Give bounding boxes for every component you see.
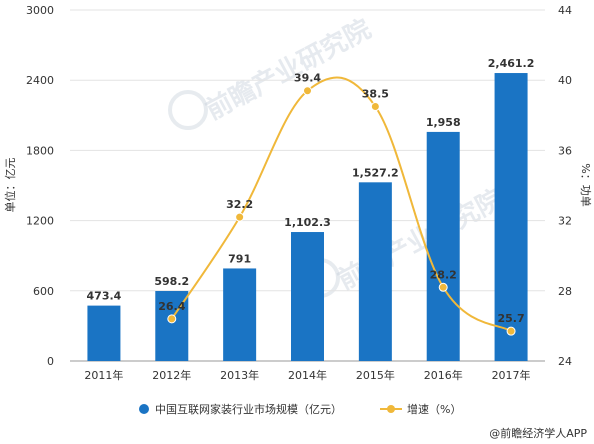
bar-value-label: 598.2 xyxy=(154,275,189,288)
bar xyxy=(494,73,528,361)
right-axis-title: %：功单 xyxy=(579,163,592,206)
bar-value-label: 473.4 xyxy=(87,290,122,303)
bar xyxy=(426,131,460,361)
left-tick-label: 600 xyxy=(33,285,54,298)
left-axis: 0 600 1200 1800 2400 3000 xyxy=(26,4,54,368)
grid xyxy=(70,9,545,292)
line-data-labels: 26.4 32.2 39.4 38.5 28.2 25.7 xyxy=(158,72,524,325)
legend-bar-marker xyxy=(139,404,149,414)
x-tick-label: 2012年 xyxy=(152,368,191,382)
right-tick-label: 28 xyxy=(558,285,572,298)
left-tick-label: 0 xyxy=(47,355,54,368)
legend-line-dot xyxy=(387,405,395,413)
bar-value-label: 791 xyxy=(228,252,251,265)
legend-bar-label: 中国互联网家装行业市场规模（亿元） xyxy=(155,402,342,416)
bar-series xyxy=(87,73,528,361)
x-tick-label: 2015年 xyxy=(356,368,395,382)
left-tick-label: 1200 xyxy=(26,215,54,228)
bar-value-label: 2,461.2 xyxy=(488,57,535,70)
line-value-label: 39.4 xyxy=(294,72,321,85)
bar xyxy=(291,232,324,361)
right-tick-label: 44 xyxy=(558,4,572,17)
x-tick-label: 2016年 xyxy=(424,368,463,382)
bar xyxy=(358,182,392,361)
line-point xyxy=(438,282,448,292)
left-tick-label: 2400 xyxy=(26,74,54,87)
bar xyxy=(223,268,257,361)
bar xyxy=(87,305,121,361)
watermark-text-1: 前瞻产业研究院 xyxy=(201,13,376,126)
line-point xyxy=(167,314,177,324)
left-axis-title: 单位：亿元 xyxy=(3,158,17,213)
bar-value-label: 1,958 xyxy=(426,116,461,129)
right-axis: 24 28 32 36 40 44 xyxy=(558,4,572,368)
x-tick-label: 2011年 xyxy=(84,368,123,382)
x-axis: 2011年 2012年 2013年 2014年 2015年 2016年 2017年 xyxy=(84,368,530,382)
line-value-label: 26.4 xyxy=(158,300,185,313)
legend-line-label: 增速（%） xyxy=(407,402,461,416)
bar-data-labels: 473.4 598.2 791 1,102.3 1,527.2 1,958 2,461.2 xyxy=(87,57,535,303)
x-tick-label: 2017年 xyxy=(492,368,531,382)
line-value-label: 25.7 xyxy=(498,312,525,325)
right-tick-label: 36 xyxy=(558,144,572,157)
line-point xyxy=(303,86,312,96)
line-series xyxy=(167,76,516,336)
right-tick-label: 40 xyxy=(558,74,572,87)
line-point xyxy=(370,102,380,112)
line-value-label: 28.2 xyxy=(430,268,457,281)
x-tick-label: 2014年 xyxy=(288,368,327,382)
line-point xyxy=(235,212,245,222)
legend: 中国互联网家装行业市场规模（亿元） 增速（%） xyxy=(139,402,461,416)
right-tick-label: 24 xyxy=(558,355,572,368)
source-text: @前瞻经济学人APP xyxy=(489,426,587,440)
x-tick-label: 2013年 xyxy=(220,368,259,382)
line-value-label: 32.2 xyxy=(226,198,253,211)
bar-value-label: 1,527.2 xyxy=(352,166,399,179)
bar-value-label: 1,102.3 xyxy=(284,216,331,229)
line-value-label: 38.5 xyxy=(362,88,389,101)
left-tick-label: 3000 xyxy=(26,4,54,17)
left-tick-label: 1800 xyxy=(26,144,54,157)
line-point xyxy=(506,326,516,336)
right-tick-label: 32 xyxy=(558,215,572,228)
